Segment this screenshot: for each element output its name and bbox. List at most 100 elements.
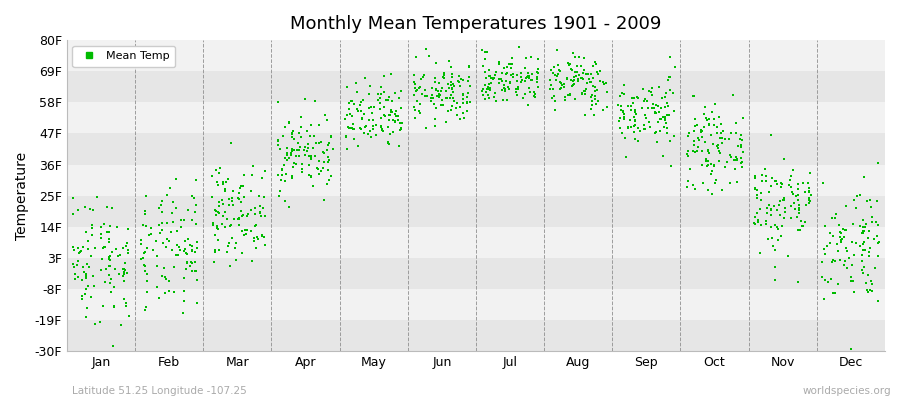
Point bbox=[504, 55, 518, 62]
Point bbox=[701, 146, 716, 153]
Point bbox=[234, 199, 248, 205]
Point bbox=[824, 258, 839, 265]
Point bbox=[801, 188, 815, 194]
Point bbox=[751, 210, 765, 216]
Point bbox=[119, 300, 133, 306]
Point bbox=[867, 236, 881, 242]
Point bbox=[359, 123, 374, 129]
Point bbox=[616, 82, 631, 88]
Point bbox=[121, 247, 135, 254]
Point bbox=[754, 190, 769, 196]
Point bbox=[862, 245, 877, 251]
Point bbox=[134, 256, 148, 263]
Point bbox=[503, 78, 517, 85]
Point bbox=[386, 129, 400, 136]
Point bbox=[273, 188, 287, 194]
Point bbox=[500, 69, 515, 76]
Point bbox=[152, 221, 166, 228]
Point bbox=[177, 288, 192, 294]
Point bbox=[824, 276, 838, 282]
Point bbox=[444, 92, 458, 98]
Point bbox=[574, 90, 589, 97]
Point bbox=[455, 110, 470, 116]
Point bbox=[406, 104, 420, 110]
Point bbox=[615, 129, 629, 136]
Point bbox=[627, 114, 642, 120]
Point bbox=[295, 169, 310, 176]
Point bbox=[249, 234, 264, 240]
Point bbox=[574, 89, 589, 96]
Point bbox=[74, 248, 88, 254]
Point bbox=[104, 222, 118, 229]
Point bbox=[688, 122, 703, 129]
Point bbox=[580, 80, 594, 86]
Point bbox=[656, 152, 670, 159]
Point bbox=[102, 263, 116, 270]
Point bbox=[832, 256, 847, 263]
Point bbox=[642, 119, 656, 126]
Point bbox=[560, 76, 574, 82]
Point bbox=[524, 77, 538, 83]
Point bbox=[658, 117, 672, 123]
Point bbox=[481, 84, 495, 90]
Point bbox=[842, 255, 856, 262]
Point bbox=[645, 104, 660, 111]
Point bbox=[846, 197, 860, 204]
Point bbox=[169, 205, 184, 211]
Point bbox=[518, 78, 533, 84]
Point bbox=[815, 259, 830, 266]
Point bbox=[155, 227, 169, 234]
Point bbox=[694, 127, 708, 133]
Point bbox=[485, 76, 500, 82]
Point bbox=[583, 79, 598, 85]
Point bbox=[234, 212, 248, 219]
Point bbox=[115, 266, 130, 272]
Point bbox=[413, 83, 428, 90]
Point bbox=[375, 127, 390, 133]
Point bbox=[382, 112, 397, 118]
Point bbox=[500, 96, 514, 103]
Point bbox=[414, 76, 428, 82]
Point bbox=[495, 70, 509, 76]
Point bbox=[293, 124, 308, 130]
Point bbox=[764, 182, 778, 189]
Point bbox=[317, 150, 331, 156]
Point bbox=[207, 249, 221, 256]
Point bbox=[246, 163, 260, 169]
Point bbox=[621, 124, 635, 130]
Point bbox=[233, 207, 248, 214]
Point bbox=[760, 210, 774, 216]
Point bbox=[860, 198, 874, 204]
Point bbox=[257, 194, 272, 200]
Point bbox=[529, 79, 544, 85]
Point bbox=[462, 63, 476, 69]
Point bbox=[81, 246, 95, 252]
Point bbox=[166, 264, 181, 270]
Point bbox=[748, 214, 762, 221]
Point bbox=[855, 230, 869, 236]
Point bbox=[121, 226, 135, 232]
Point bbox=[237, 171, 251, 178]
Point bbox=[234, 183, 248, 189]
Point bbox=[816, 246, 831, 252]
Point bbox=[832, 248, 846, 254]
Point bbox=[324, 133, 338, 140]
Point bbox=[284, 152, 298, 158]
Legend: Mean Temp: Mean Temp bbox=[73, 46, 175, 67]
Point bbox=[646, 101, 661, 108]
Point bbox=[140, 271, 154, 278]
Bar bbox=[67, 227, 885, 258]
Point bbox=[773, 233, 788, 240]
Point bbox=[294, 166, 309, 172]
Point bbox=[804, 192, 818, 198]
Point bbox=[280, 150, 294, 156]
Point bbox=[563, 91, 578, 97]
Point bbox=[216, 181, 230, 187]
Point bbox=[174, 217, 188, 223]
Point bbox=[836, 226, 850, 232]
Point bbox=[68, 276, 82, 282]
Point bbox=[716, 140, 730, 146]
Point bbox=[204, 194, 219, 200]
Point bbox=[478, 81, 492, 88]
Point bbox=[109, 245, 123, 252]
